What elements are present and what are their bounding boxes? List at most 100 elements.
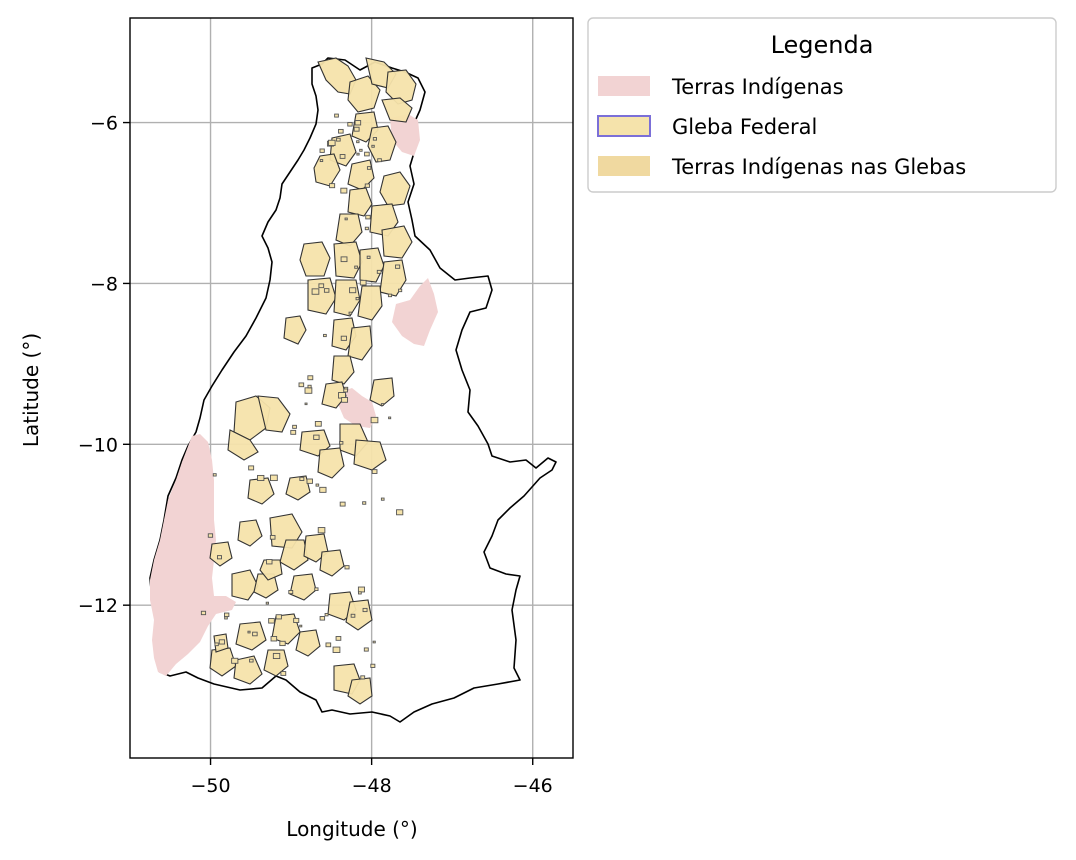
gleba-fragment [218, 639, 226, 645]
gleba [317, 447, 345, 479]
gleba [367, 125, 397, 163]
gleba-fragment [315, 483, 320, 487]
gleba-fragment [266, 559, 273, 565]
gleba-fragment [324, 613, 329, 617]
gleba-fragment [329, 183, 336, 189]
gleba-fragment [355, 297, 360, 301]
gleba-fragment [388, 416, 392, 420]
gleba [379, 171, 411, 207]
gleba-fragment [343, 388, 348, 393]
gleba-fragment [370, 416, 379, 424]
gleba-fragments [200, 113, 404, 680]
gleba-fragment [339, 154, 346, 159]
gleba-fragment [216, 555, 222, 560]
legend: Legenda Terras Indígenas Gleba Federal T… [587, 17, 1057, 193]
gleba-fragment [371, 469, 378, 474]
gleba-fragment [270, 636, 278, 642]
gleba-fragment [348, 311, 353, 315]
gleba-fragment [311, 288, 320, 295]
gleba-fragment [387, 293, 393, 298]
gleba [369, 377, 395, 407]
gleba-fragment [336, 137, 341, 142]
x-tick-label: −50 [190, 775, 230, 797]
gleba-fragment [332, 646, 341, 653]
legend-swatch-gleba-federal [597, 115, 651, 137]
gleba-fragment [370, 663, 376, 668]
gleba-fragment [344, 565, 350, 570]
gleba-fragment [299, 624, 303, 628]
gleba-fragment [356, 140, 360, 144]
gleba [307, 277, 337, 315]
gleba-fragment [314, 587, 319, 591]
gleba-fragment [249, 658, 254, 663]
gleba-fragment [252, 631, 258, 637]
gleba-fragment [288, 590, 294, 595]
gleba-fragment [212, 473, 217, 477]
gleba-fragment [304, 402, 308, 406]
y-tick-label: −6 [90, 113, 118, 135]
terra-indigena-east [392, 278, 438, 346]
gleba [209, 541, 233, 567]
gleba-fragment [224, 612, 230, 618]
gleba [319, 549, 345, 577]
gleba-fragment [307, 384, 312, 389]
gleba-fragment [318, 283, 325, 289]
gleba-fragment [231, 657, 239, 664]
gleba-fragment [334, 113, 339, 118]
gleba-fragment [358, 591, 362, 595]
gleba [353, 439, 387, 471]
gleba-fragment [359, 148, 363, 152]
gleba [381, 225, 413, 259]
axis-ticks: −50 −48 −46 −6 −8 −10 −12 [78, 113, 553, 797]
gleba-fragment [357, 586, 365, 593]
gleba [347, 677, 373, 705]
gleba [347, 75, 381, 113]
gleba [257, 395, 291, 433]
state-boundary [149, 57, 557, 723]
gleba [357, 285, 383, 321]
gleba-fragment [200, 610, 207, 616]
glebas-federais-layer [209, 57, 417, 705]
gleba-fragment [298, 382, 305, 388]
gleba [231, 569, 259, 601]
gleba-fragment [372, 137, 377, 141]
axes-frame [129, 17, 574, 759]
gleba-fragment [395, 264, 401, 269]
gleba [331, 355, 355, 385]
y-tick-label: −8 [90, 273, 118, 295]
gleba [237, 519, 263, 547]
gleba [295, 629, 321, 657]
gleba-fragment [306, 478, 313, 484]
gleba-fragment [366, 166, 372, 170]
gleba-fragment [313, 434, 320, 440]
gleba [247, 477, 275, 505]
gleba-fragment [364, 226, 369, 231]
gleba-fragment [224, 616, 228, 620]
legend-label-terras-indigenas: Terras Indígenas [671, 75, 844, 99]
gleba [385, 69, 417, 105]
legend-label-gleba-federal: Gleba Federal [672, 115, 817, 139]
legend-swatch-terras-indigenas-nas-glebas [598, 156, 650, 176]
gleba [285, 475, 311, 501]
gleba-fragment [293, 617, 300, 623]
gleba-fragment [364, 183, 370, 188]
gleba-fragment [328, 139, 336, 146]
gleba-fragment [356, 152, 360, 156]
legend-title: Legenda [771, 31, 874, 59]
gleba-fragment [341, 397, 349, 403]
gleba-fragment [359, 279, 367, 286]
gleba-fragment [307, 375, 314, 381]
gleba [235, 621, 267, 651]
gleba-fragment [371, 144, 375, 148]
gleba-fragment [362, 607, 368, 613]
legend-label-terras-indigenas-nas-glebas: Terras Indígenas nas Glebas [671, 155, 966, 179]
gleba-fragment [319, 486, 327, 493]
gleba-fragment [376, 269, 382, 274]
gleba-fragment [338, 128, 344, 134]
legend-swatch-terras-indigenas [598, 76, 650, 96]
gleba-fragment [362, 501, 367, 505]
gleba-fragment [363, 647, 369, 652]
legend-box [587, 17, 1057, 193]
gleba-fragment [319, 616, 326, 621]
gleba-fragment [340, 187, 348, 194]
